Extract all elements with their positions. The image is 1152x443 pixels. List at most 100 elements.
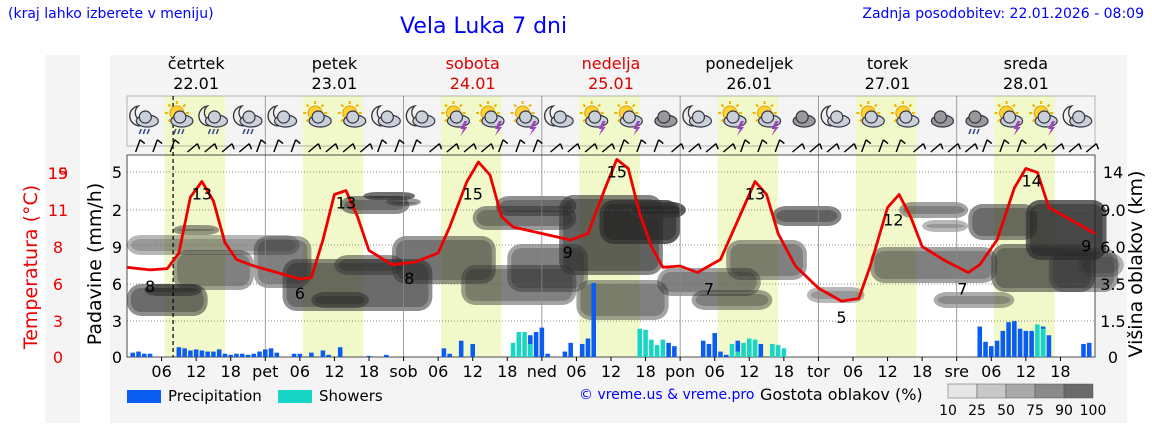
precipitation-bar [199,350,205,357]
rain-drop [972,128,976,135]
precipitation-bar [263,349,268,357]
cloud-puff [795,110,809,124]
precipitation-bar [458,340,464,357]
precipitation-tick-label: 9 [112,238,122,257]
x-tick-label: 06 [428,362,448,381]
thunder-icon [614,101,643,136]
precipitation-bar [245,354,251,357]
precipitation-bar [309,352,314,357]
wind-barb-flag [416,139,422,145]
wind-barb-flag [957,143,961,150]
temperature-label: 7 [704,280,714,299]
cloud-blob [311,292,369,308]
wind-barb [653,139,660,153]
sun-ray [355,103,359,108]
cloud-blob [933,292,1015,308]
sun-ray [720,118,725,123]
cloud-height-axis: 0 1.5 3.5 6.0 9.0 14 Višina oblakov (km) [1100,163,1147,367]
day-shower-icon [164,101,194,135]
density-swatch [947,383,978,399]
wind-barb-flag [352,143,356,150]
cloud-puff [622,110,636,124]
day-name: sreda [1004,54,1048,73]
wind-barb-flag [231,143,235,150]
wind-barb-flag [761,139,768,145]
cloud-puff [242,110,256,124]
precipitation-bar [193,349,199,357]
wind-barb [446,143,458,153]
cloud-core [903,206,965,214]
x-tick-label: ned [527,362,557,381]
x-tick-label: tor [807,362,830,381]
sun-ray [1012,103,1016,108]
lightning-bolt [1013,121,1021,136]
cloud-blob [576,280,669,320]
precipitation-bar [130,352,136,357]
precipitation-bar [585,338,591,357]
temperature-tick-label: 15 [48,164,68,183]
day-name: sobota [446,54,500,73]
precipitation-bar [758,343,764,357]
shower-bar [770,343,775,357]
wind-barb [964,143,976,153]
shower-bar [649,339,654,357]
thunder-icon [994,101,1024,136]
cloud-puff [553,110,567,124]
shower-bar [528,343,533,357]
wind-barb [515,139,522,153]
x-tick-label: 18 [221,362,241,381]
cloud-core [1029,204,1103,256]
precipitation-bar [672,346,677,357]
wind-barb [463,143,475,153]
precipitation-bar [211,351,216,357]
wind-barb-flag [295,139,301,145]
wind-barb [1016,139,1023,153]
wind-barb [671,143,682,153]
wind-barb-flag [139,139,146,145]
sun-ray [997,118,1001,123]
x-tick-label: pon [665,362,695,381]
wind-barb-flag [680,143,685,150]
rain-drop [242,128,246,135]
wind-barb-flag [214,143,218,150]
precipitation-bar [337,347,343,357]
temperature-label: 9 [563,243,573,262]
sun-ray [582,118,587,123]
density-label: 10 [939,403,957,419]
cloud-core [499,200,573,212]
wind-barb [429,143,440,153]
cloud-core [1081,257,1120,273]
wind-barb-flag [744,139,751,145]
sun-ray [320,103,325,108]
rain-drop [968,128,972,135]
cloud-core [177,229,216,231]
precipitation-bar [366,355,372,357]
cloud-puff [760,110,775,124]
precipitation-bar [257,351,262,357]
cloud-puff [691,110,706,124]
precipitation-bar [989,346,994,357]
cloud-core [177,254,250,286]
precipitation-bar [205,351,210,357]
precipitation-bar [579,343,585,357]
precipitation-bar [983,341,988,357]
precipitation-bar [222,353,228,357]
wind-barb [497,139,504,153]
temperature-tick-label: 8 [53,238,63,257]
shower-bar [1040,328,1046,357]
density-swatch [1005,383,1036,399]
wind-barb [809,143,821,153]
cloud-blob [495,196,577,216]
night-cloud-icon [405,105,436,128]
legend-showers-label: Showers [319,387,383,405]
precipitation-bar [1023,330,1029,357]
wind-barb-flag [865,139,872,145]
wind-barb [169,139,176,153]
wind-barb-flag [900,139,906,145]
shower-bar [522,331,527,357]
wind-barb-flag [277,139,284,145]
precipitation-tick-label: 5 [112,163,122,182]
rain-drop [146,128,151,135]
